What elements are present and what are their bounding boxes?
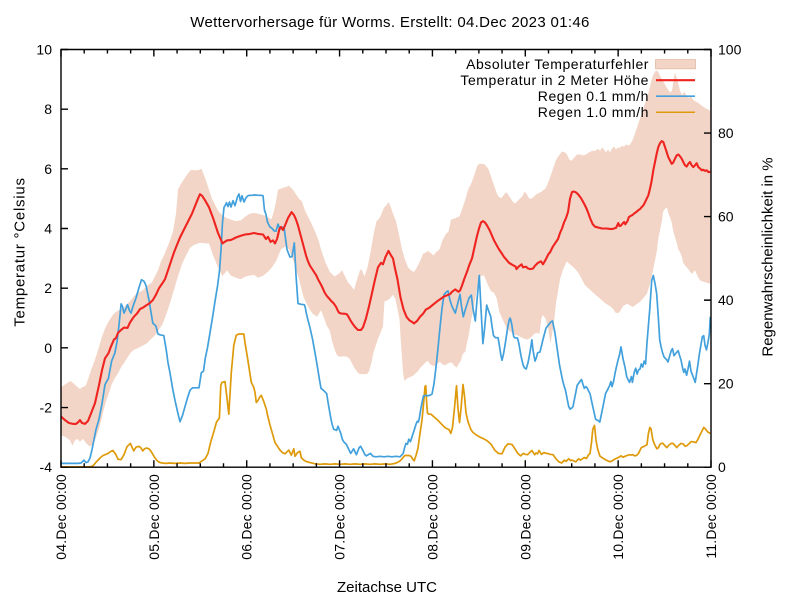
svg-text:8: 8	[44, 101, 52, 117]
svg-text:06.Dec 00:00: 06.Dec 00:00	[239, 474, 255, 560]
svg-text:2: 2	[44, 280, 52, 296]
svg-text:05.Dec 00:00: 05.Dec 00:00	[146, 474, 162, 560]
svg-text:0: 0	[718, 459, 726, 475]
svg-text:Regen 1.0 mm/h: Regen 1.0 mm/h	[538, 104, 649, 120]
svg-text:10.Dec 00:00: 10.Dec 00:00	[610, 474, 626, 560]
svg-text:80: 80	[718, 125, 734, 141]
svg-text:Regen 0.1 mm/h: Regen 0.1 mm/h	[538, 88, 649, 104]
svg-text:Regenwahrscheinlichkeit in %: Regenwahrscheinlichkeit in %	[760, 157, 777, 356]
svg-text:08.Dec 00:00: 08.Dec 00:00	[424, 474, 440, 560]
svg-text:09.Dec 00:00: 09.Dec 00:00	[517, 474, 533, 560]
svg-text:Temperatur °Celsius: Temperatur °Celsius	[12, 177, 29, 326]
svg-text:6: 6	[44, 161, 52, 177]
svg-text:Zeitachse UTC: Zeitachse UTC	[337, 579, 437, 596]
svg-text:40: 40	[718, 292, 734, 308]
svg-text:20: 20	[718, 376, 734, 392]
svg-text:11.Dec 00:00: 11.Dec 00:00	[703, 474, 719, 559]
svg-text:10: 10	[36, 42, 52, 58]
svg-text:07.Dec 00:00: 07.Dec 00:00	[332, 474, 348, 560]
svg-text:Absoluter Temperaturfehler: Absoluter Temperaturfehler	[466, 56, 649, 72]
svg-text:0: 0	[44, 340, 52, 356]
svg-text:Wettervorhersage für Worms. Er: Wettervorhersage für Worms. Erstellt: 04…	[190, 14, 589, 31]
svg-text:-4: -4	[40, 459, 53, 475]
svg-text:4: 4	[44, 221, 52, 237]
svg-text:Temperatur in 2 Meter Höhe: Temperatur in 2 Meter Höhe	[460, 72, 649, 88]
svg-text:100: 100	[718, 42, 742, 58]
svg-text:04.Dec 00:00: 04.Dec 00:00	[53, 474, 69, 560]
svg-text:-2: -2	[40, 400, 53, 416]
svg-text:60: 60	[718, 209, 734, 225]
